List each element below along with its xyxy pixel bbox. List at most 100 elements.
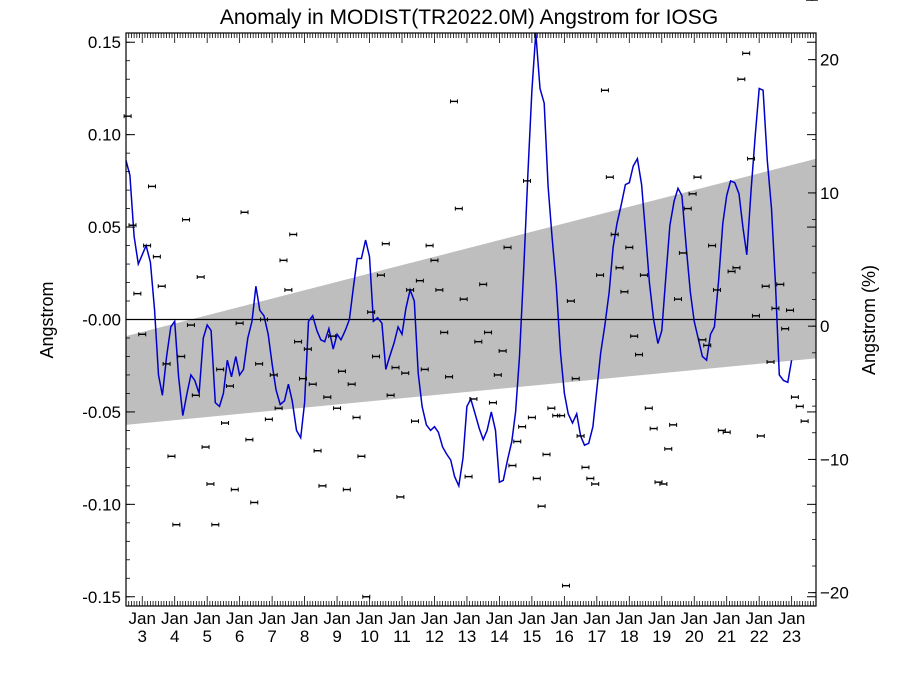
data-point <box>576 433 585 438</box>
y2-tick-label: 10 <box>820 184 839 203</box>
data-point <box>722 430 731 435</box>
data-point <box>683 206 692 211</box>
data-point <box>294 339 303 344</box>
data-point <box>523 178 532 183</box>
x-tick-year-label: 18 <box>620 627 639 646</box>
data-point <box>191 393 200 398</box>
data-point <box>381 241 390 246</box>
data-point <box>333 406 342 411</box>
data-point <box>727 269 736 274</box>
data-point <box>513 439 522 444</box>
data-point <box>279 258 288 263</box>
x-tick-month-label: Jan <box>388 609 415 628</box>
data-point <box>737 77 746 82</box>
y-tick-label: 0.15 <box>88 33 121 52</box>
y-tick-label: -0.15 <box>82 588 121 607</box>
data-point <box>469 396 478 401</box>
x-tick-year-label: 4 <box>170 627 179 646</box>
y-tick-label: 0.05 <box>88 218 121 237</box>
y2-tick-label: 0 <box>820 317 829 336</box>
data-point <box>635 352 644 357</box>
data-point <box>761 284 770 289</box>
data-point <box>201 445 210 450</box>
data-point <box>503 245 512 250</box>
data-point <box>352 415 361 420</box>
y-tick-label: -0.05 <box>82 403 121 422</box>
data-point <box>269 372 278 377</box>
data-point <box>225 384 234 389</box>
x-tick-year-label: 21 <box>717 627 736 646</box>
data-point <box>440 330 449 335</box>
data-point <box>245 437 254 442</box>
data-point <box>586 476 595 481</box>
data-point <box>337 369 346 374</box>
data-point <box>751 313 760 318</box>
data-point <box>362 594 371 599</box>
data-point <box>537 504 546 509</box>
x-tick-month-label: Jan <box>323 609 350 628</box>
data-point <box>284 287 293 292</box>
data-point <box>678 250 687 255</box>
chart-title: Anomaly in MODIST(TR2022.0M) Angstrom fo… <box>220 6 718 29</box>
data-point <box>498 348 507 353</box>
x-tick-year-label: 11 <box>393 627 411 646</box>
y-axis-label: Angstrom <box>37 281 57 358</box>
data-point <box>167 454 176 459</box>
smoothed-line-layer <box>125 32 793 489</box>
data-point <box>488 400 497 405</box>
data-point <box>703 343 712 348</box>
data-point <box>230 487 239 492</box>
x-tick-month-label: Jan <box>778 609 805 628</box>
x-tick-year-label: 7 <box>267 627 276 646</box>
data-point <box>493 372 502 377</box>
data-point <box>454 206 463 211</box>
data-point <box>712 287 721 292</box>
y-axis-ticks: 0.15 0.10 0.05 -0.00 -0.05 -0.10 -0.15 <box>82 33 816 607</box>
x-tick-month-label: Jan <box>681 609 708 628</box>
data-point <box>508 463 517 468</box>
data-point <box>255 361 264 366</box>
data-point <box>401 371 410 376</box>
data-point <box>771 306 780 311</box>
x-tick-month-label: Jan <box>258 609 285 628</box>
data-point <box>659 482 668 487</box>
data-point <box>630 334 639 339</box>
data-point <box>425 243 434 248</box>
x-tick-year-label: 20 <box>685 627 704 646</box>
data-point <box>766 360 775 365</box>
data-point <box>216 367 225 372</box>
x-tick-year-label: 15 <box>522 627 541 646</box>
x-tick-year-label: 23 <box>782 627 801 646</box>
data-point <box>182 217 191 222</box>
x-tick-year-label: 9 <box>332 627 341 646</box>
data-point <box>800 419 809 424</box>
x-tick-month-label: Jan <box>193 609 220 628</box>
data-point <box>484 330 493 335</box>
data-point <box>264 417 273 422</box>
data-point <box>479 282 488 287</box>
y2-axis-ticks: 20 10 0 −10 −20 <box>808 32 849 603</box>
y2-tick-label: −10 <box>820 450 849 469</box>
data-point <box>615 265 624 270</box>
data-point <box>323 395 332 400</box>
x-tick-year-label: 5 <box>202 627 211 646</box>
x-tick-year-label: 6 <box>235 627 244 646</box>
data-point <box>162 361 171 366</box>
data-point <box>620 289 629 294</box>
x-tick-month-label: Jan <box>745 609 772 628</box>
data-point <box>688 191 697 196</box>
data-point <box>147 184 156 189</box>
data-point <box>596 273 605 278</box>
data-point <box>600 88 609 93</box>
data-point <box>742 51 751 56</box>
data-point <box>313 448 322 453</box>
data-point <box>391 365 400 370</box>
data-point <box>406 287 415 292</box>
x-tick-year-label: 13 <box>457 627 476 646</box>
data-point <box>747 156 756 161</box>
x-tick-month-label: Jan <box>551 609 578 628</box>
data-point <box>157 284 166 289</box>
data-point <box>527 415 536 420</box>
data-point <box>474 339 483 344</box>
y2-tick-label: 20 <box>820 51 839 70</box>
